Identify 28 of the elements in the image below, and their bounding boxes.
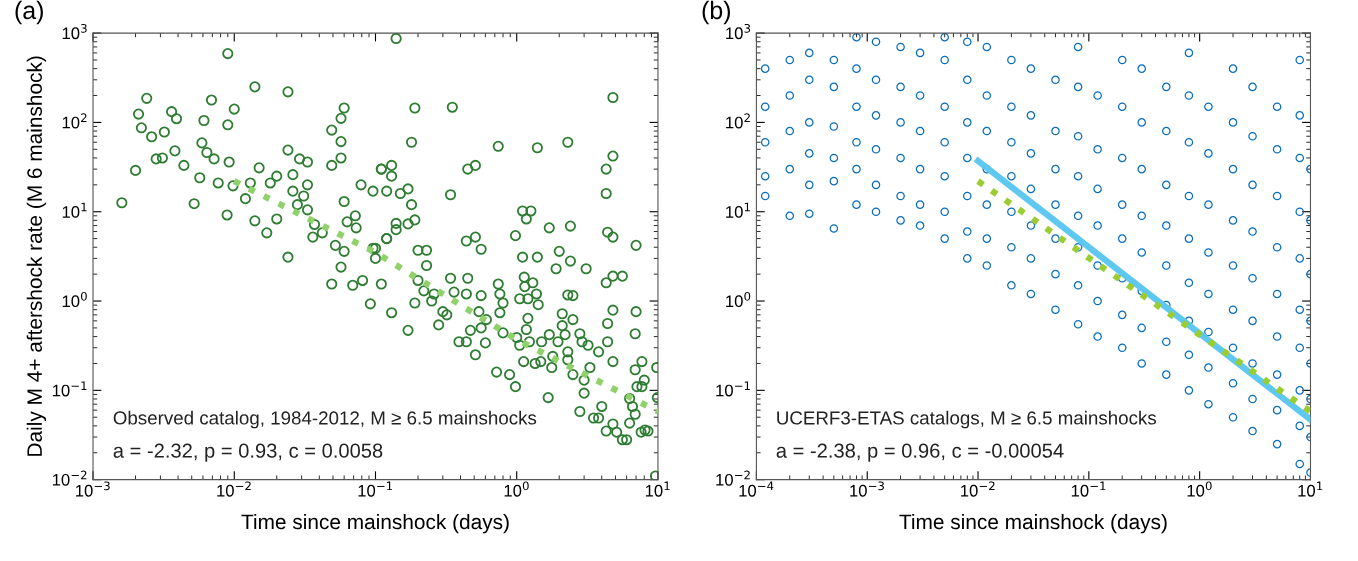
y-axis-title: Daily M 4+ aftershock rate (M 6 mainshock)	[26, 56, 47, 456]
annotation: UCERF3-ETAS catalogs, M ≥ 6.5 mainshocks	[777, 410, 1157, 429]
annotation: Observed catalog, 1984-2012, M ≥ 6.5 mainshocks	[113, 410, 537, 429]
y-tick-label: 10$^{1}$	[62, 202, 87, 218]
x-tick-label: 10$^{0}$	[504, 481, 529, 497]
y-tick-label: 10$^{1}$	[726, 202, 750, 218]
y-tick-label: 10$^{−1}$	[716, 381, 750, 397]
y-tick-label: 10$^{−1}$	[52, 381, 87, 397]
x-tick-label: 10$^{1}$	[645, 481, 670, 497]
x-tick-label: 10$^{0}$	[1187, 481, 1212, 497]
y-tick-label: 10$^{2}$	[726, 113, 750, 129]
y-tick-label: 10$^{3}$	[726, 23, 751, 40]
y-tick-label: 10$^{0}$	[62, 291, 87, 308]
x-tick-label: 10$^{−1}$	[1071, 481, 1106, 497]
x-tick-label: 10$^{−2}$	[217, 481, 251, 497]
y-tick-label: 10$^{2}$	[62, 113, 87, 129]
x-tick-label: 10$^{−3}$	[850, 481, 884, 497]
chart-title: (a)	[15, 0, 43, 25]
y-tick-label: 10$^{0}$	[726, 291, 751, 308]
x-tick-label: 10$^{−1}$	[358, 481, 393, 497]
x-axis-title: Time since mainshock (days)	[241, 513, 509, 534]
x-tick-label: 10$^{−2}$	[961, 481, 995, 497]
chart-title: (b)	[702, 0, 730, 25]
x-tick-label: 10$^{1}$	[1298, 481, 1323, 497]
x-axis-title: Time since mainshock (days)	[899, 513, 1167, 534]
y-tick-label: 10$^{3}$	[62, 23, 87, 40]
annotation: a = -2.38, p = 0.96, c = -0.00054	[776, 443, 1064, 462]
annotation: a = -2.32, p = 0.93, c = 0.0058	[113, 443, 383, 462]
